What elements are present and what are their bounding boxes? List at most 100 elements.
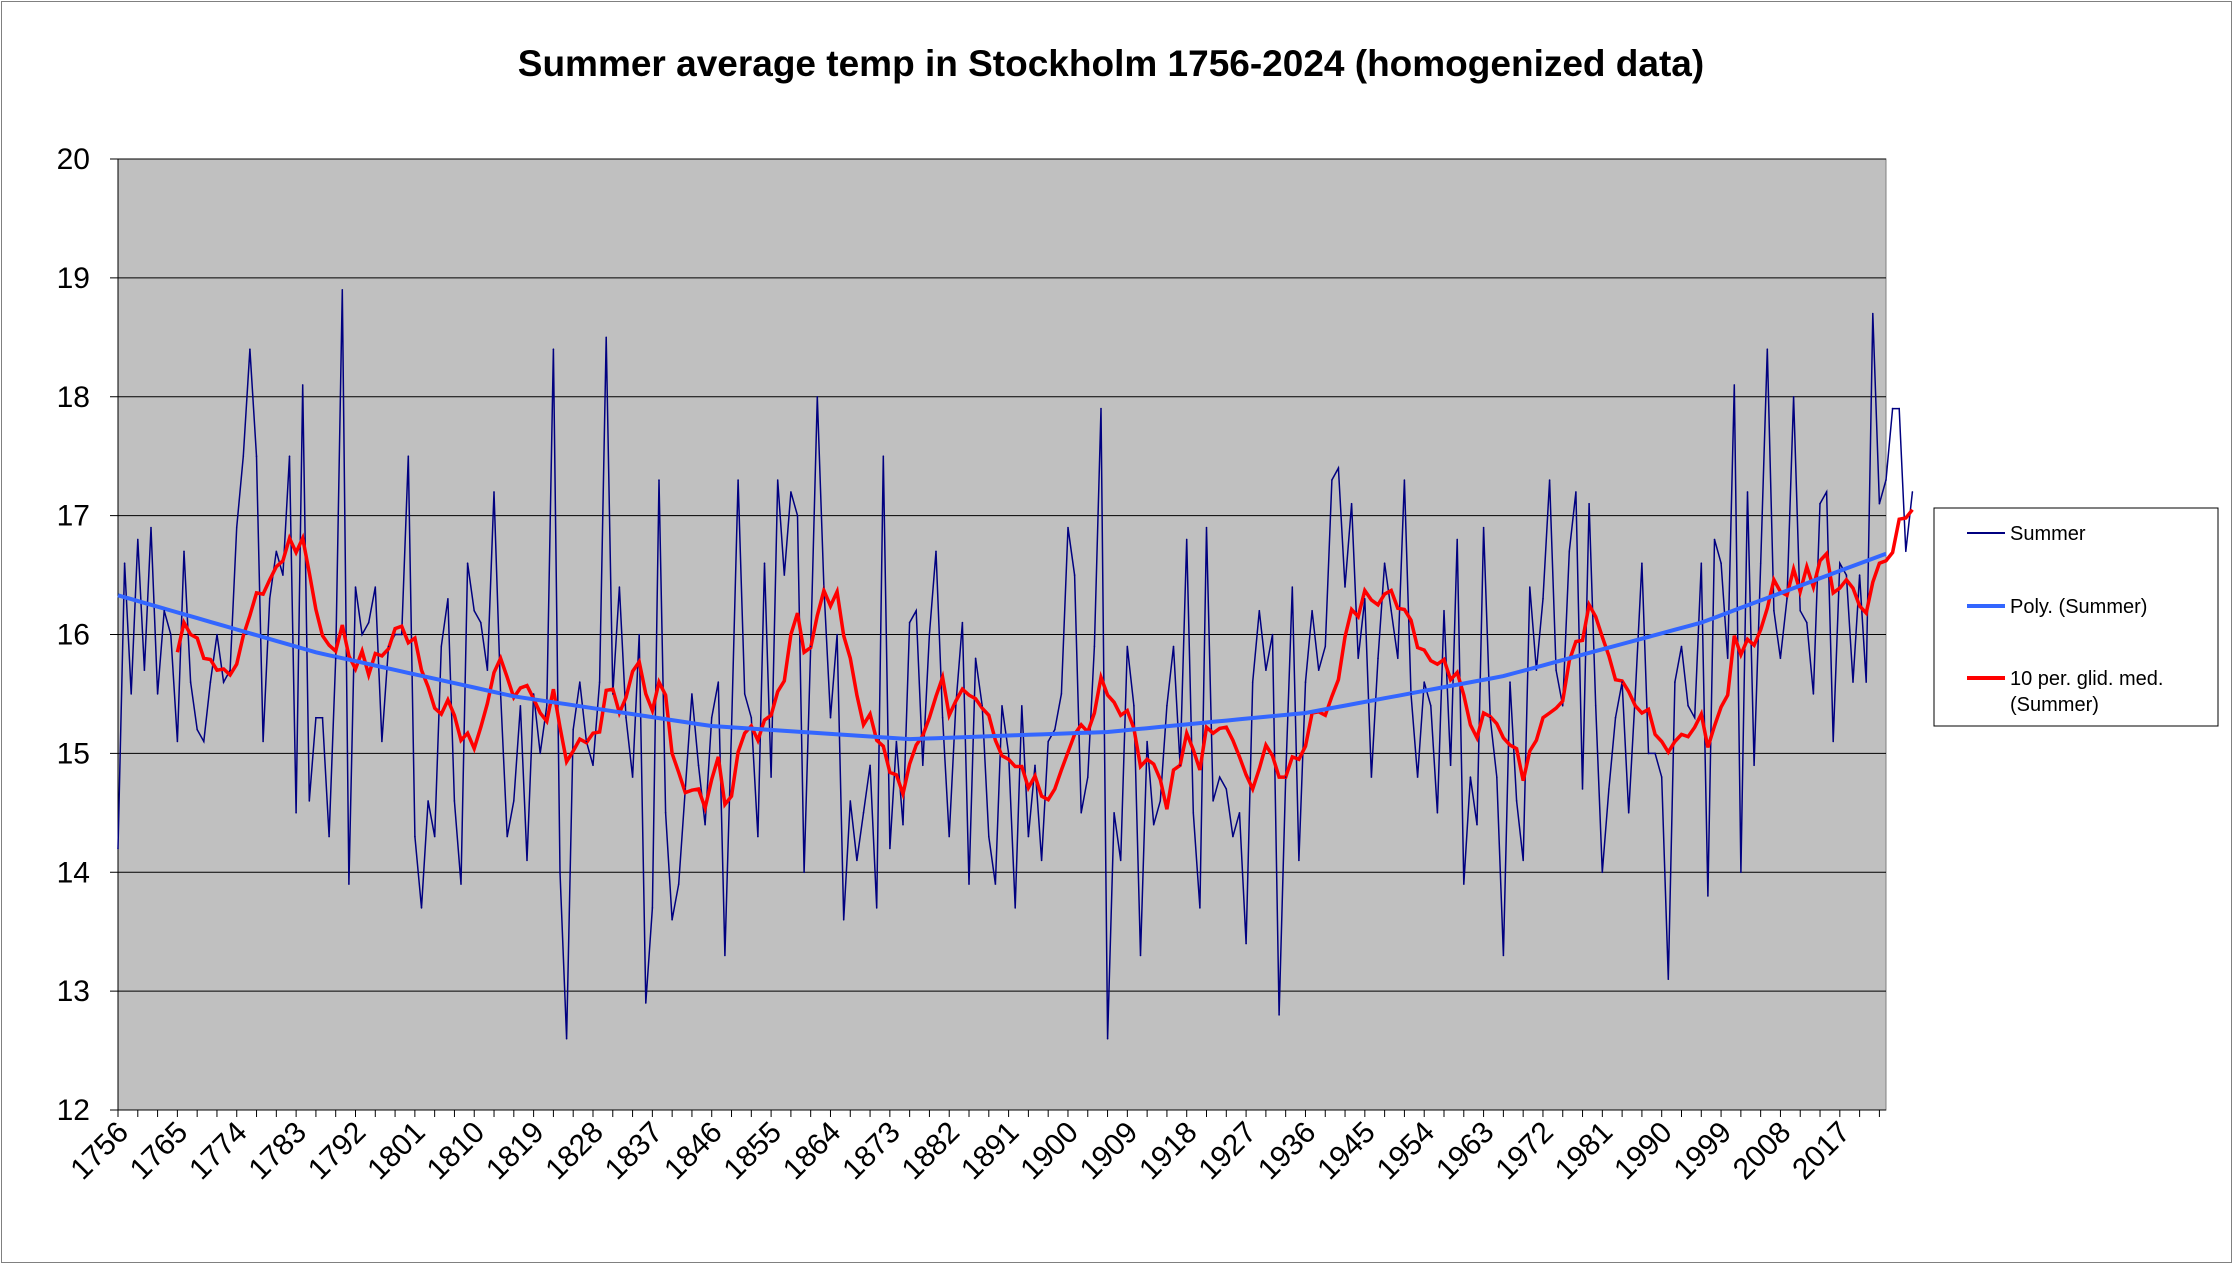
x-tick-label: 1882 bbox=[896, 1116, 967, 1187]
summer-data-point bbox=[1786, 598, 1788, 600]
summer-data-point bbox=[1515, 800, 1518, 802]
summer-data-point bbox=[1825, 491, 1828, 493]
summer-data-point bbox=[1726, 657, 1729, 660]
summer-data-point bbox=[420, 907, 423, 909]
summer-data-point bbox=[1905, 550, 1907, 553]
summer-data-point bbox=[1040, 859, 1043, 862]
summer-data-point bbox=[1911, 491, 1914, 493]
summer-data-point bbox=[928, 633, 931, 636]
summer-data-point bbox=[361, 633, 363, 636]
summer-data-point bbox=[737, 479, 739, 481]
y-tick-label: 13 bbox=[57, 975, 90, 1008]
summer-data-point bbox=[757, 835, 759, 838]
summer-data-point bbox=[1529, 586, 1531, 588]
x-tick-label: 1954 bbox=[1371, 1116, 1442, 1187]
x-tick-label: 1864 bbox=[777, 1116, 848, 1187]
summer-data-point bbox=[453, 800, 456, 802]
summer-data-point bbox=[908, 621, 911, 624]
summer-data-point bbox=[1410, 693, 1412, 695]
summer-data-point bbox=[493, 491, 495, 493]
summer-data-point bbox=[565, 1037, 568, 1040]
summer-data-point bbox=[1403, 479, 1406, 481]
summer-data-point bbox=[1594, 705, 1597, 707]
x-tick-label: 1900 bbox=[1014, 1116, 1085, 1187]
summer-data-point bbox=[1463, 883, 1465, 885]
summer-data-point bbox=[1555, 669, 1557, 671]
legend-box bbox=[1933, 507, 2219, 727]
summer-data-point bbox=[730, 728, 733, 731]
y-tick-label: 19 bbox=[57, 262, 90, 295]
summer-data-point bbox=[1845, 574, 1848, 576]
summer-data-point bbox=[1667, 978, 1670, 980]
summer-data-point bbox=[605, 336, 607, 339]
summer-data-point bbox=[677, 883, 680, 885]
summer-data-point bbox=[1707, 895, 1709, 897]
summer-data-point bbox=[1482, 526, 1485, 529]
summer-data-point bbox=[1113, 812, 1115, 814]
summer-data-point bbox=[697, 764, 700, 767]
series-moving-average-line bbox=[175, 508, 1914, 815]
y-tick-label: 12 bbox=[57, 1094, 90, 1127]
summer-data-point bbox=[1238, 812, 1241, 814]
summer-data-point bbox=[1251, 681, 1254, 683]
summer-data-point bbox=[1265, 669, 1267, 671]
summer-data-point bbox=[559, 871, 561, 874]
summer-data-point bbox=[1865, 681, 1867, 683]
x-tick-label: 1810 bbox=[421, 1116, 492, 1187]
summer-data-point bbox=[1792, 396, 1795, 398]
summer-data-point bbox=[1271, 633, 1274, 636]
summer-data-point bbox=[1225, 788, 1228, 790]
summer-data-point bbox=[1166, 705, 1168, 707]
summer-data-point bbox=[242, 455, 245, 458]
summer-data-point bbox=[123, 562, 126, 564]
summer-data-point bbox=[638, 633, 640, 636]
x-tick-label: 1999 bbox=[1667, 1116, 1738, 1187]
summer-data-point bbox=[1034, 764, 1036, 767]
x-tick-label: 2017 bbox=[1786, 1116, 1857, 1187]
summer-data-point bbox=[447, 598, 449, 600]
summer-data-point bbox=[829, 716, 832, 719]
summer-data-point bbox=[295, 812, 297, 814]
x-tick-label: 1972 bbox=[1489, 1116, 1560, 1187]
x-tick-label: 1981 bbox=[1549, 1116, 1620, 1187]
chart-title: Summer average temp in Stockholm 1756-20… bbox=[518, 43, 1704, 84]
summer-data-point bbox=[961, 621, 964, 624]
x-tick-label: 1765 bbox=[124, 1116, 195, 1187]
summer-data-point bbox=[743, 693, 746, 695]
x-axis: 1756176517741783179218011810181918281837… bbox=[64, 1110, 1880, 1187]
summer-data-point bbox=[249, 348, 251, 351]
summer-data-point bbox=[862, 812, 865, 814]
summer-data-point bbox=[651, 907, 654, 909]
summer-data-point bbox=[387, 645, 390, 648]
x-tick-label: 1990 bbox=[1608, 1116, 1679, 1187]
summer-data-point bbox=[598, 681, 601, 683]
summer-data-point bbox=[1627, 812, 1630, 814]
summer-data-point bbox=[1298, 859, 1300, 862]
summer-data-point bbox=[1581, 788, 1584, 790]
summer-data-point bbox=[506, 835, 509, 838]
summer-data-point bbox=[407, 455, 410, 458]
summer-data-point bbox=[664, 812, 667, 814]
summer-data-point bbox=[1304, 681, 1307, 683]
summer-data-point bbox=[1693, 716, 1696, 719]
summer-data-point bbox=[1416, 776, 1419, 778]
summer-data-point bbox=[1621, 681, 1623, 683]
summer-data-point bbox=[183, 550, 185, 553]
summer-data-point bbox=[803, 871, 805, 874]
summer-data-point bbox=[143, 669, 146, 671]
series-poly-trend-line bbox=[117, 551, 1887, 742]
summer-data-point bbox=[1357, 657, 1359, 660]
summer-data-point bbox=[684, 788, 687, 790]
summer-data-point bbox=[209, 681, 212, 683]
summer-data-point bbox=[1337, 467, 1340, 469]
summer-data-point bbox=[974, 657, 977, 660]
summer-data-point bbox=[189, 681, 192, 683]
summer-data-point bbox=[229, 669, 231, 671]
summer-data-point bbox=[255, 455, 258, 458]
summer-data-point bbox=[1060, 693, 1063, 695]
summer-data-point bbox=[1245, 942, 1247, 945]
summer-data-point bbox=[816, 396, 819, 398]
gridlines bbox=[117, 158, 1886, 1111]
summer-data-point bbox=[750, 716, 753, 719]
